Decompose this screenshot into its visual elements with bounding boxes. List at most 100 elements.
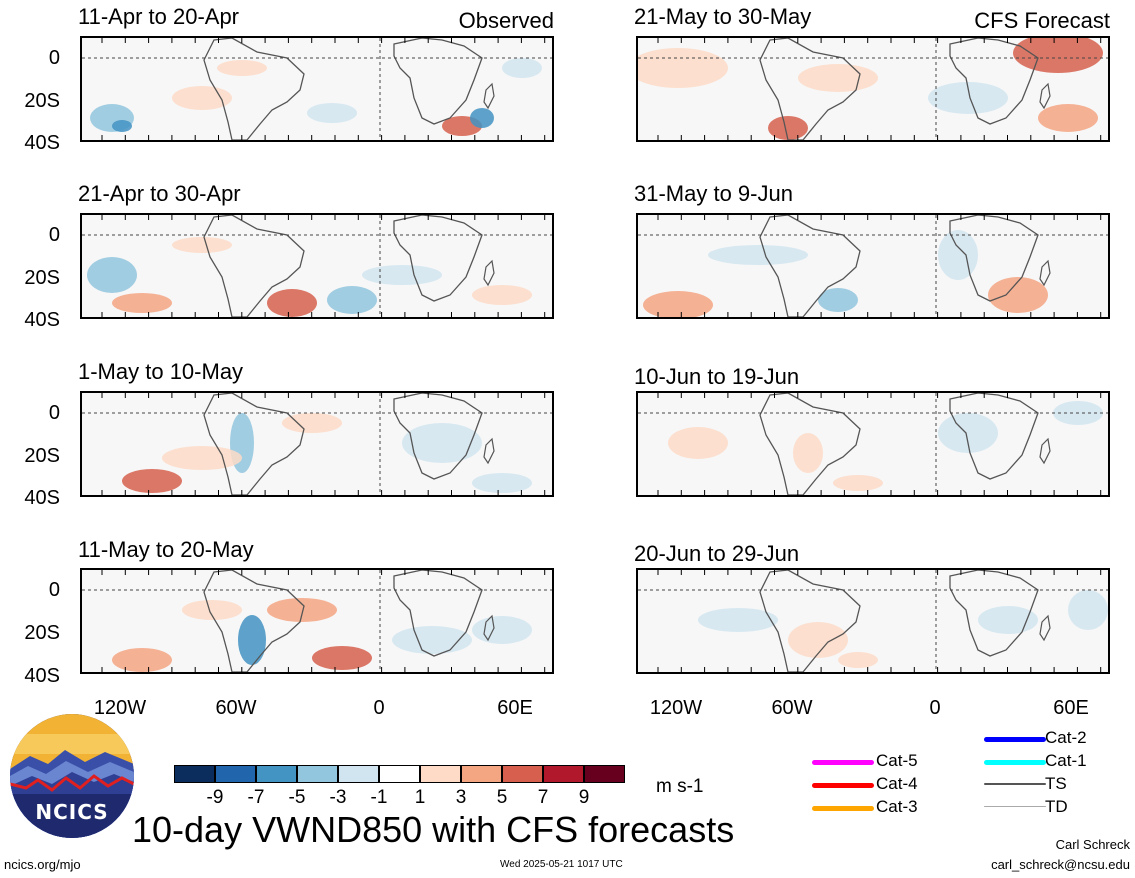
x-label-120w-left: 120W <box>93 697 147 719</box>
colorbar-swatch <box>338 765 379 783</box>
anomaly-region <box>938 230 978 280</box>
anomaly-region <box>978 606 1038 634</box>
south-america-coastline <box>203 215 305 317</box>
colorbar-tick-label: -3 <box>329 787 347 808</box>
anomaly-region <box>788 622 848 658</box>
anomaly-region <box>307 103 357 123</box>
anomaly-region <box>833 475 883 491</box>
legend-line-ts <box>984 783 1046 785</box>
anomaly-region <box>312 646 372 670</box>
y-label-20s-1: 20S <box>24 90 60 112</box>
x-label-60e-left: 60E <box>497 697 533 719</box>
anomaly-region <box>938 413 998 453</box>
panel-title-left-3: 1-May to 10-May <box>78 359 244 384</box>
colorbar-tick-label: -1 <box>370 787 388 808</box>
anomaly-region <box>793 433 823 473</box>
legend-line-cat2 <box>984 737 1046 742</box>
legend-line-cat4 <box>812 783 874 788</box>
anomaly-region <box>327 286 377 314</box>
anomaly-region <box>362 265 442 285</box>
colorbar-swatch <box>215 765 256 783</box>
colorbar-swatch <box>502 765 543 783</box>
observed-label: Observed <box>458 8 554 33</box>
colorbar-swatch <box>543 765 584 783</box>
madagascar-coastline <box>1039 259 1051 287</box>
south-america-coastline <box>203 570 305 672</box>
africa-coastline <box>949 570 1039 657</box>
anomaly-region <box>267 289 317 317</box>
legend-line-cat1 <box>984 760 1046 765</box>
logo-graphic <box>10 714 134 838</box>
colorbar-swatch <box>461 765 502 783</box>
anomaly-region <box>392 626 472 654</box>
map-drawing <box>82 393 552 495</box>
panel-title-right-4: 20-Jun to 29-Jun <box>634 541 800 566</box>
anomaly-region <box>818 288 858 312</box>
anomaly-region <box>87 257 137 293</box>
anomaly-region <box>182 600 242 620</box>
anomaly-region <box>1013 38 1103 73</box>
south-america-coastline <box>759 393 861 495</box>
anomaly-region <box>708 245 808 265</box>
x-label-0-right: 0 <box>929 697 941 719</box>
x-label-60w-right: 60W <box>771 697 813 719</box>
map-drawing <box>638 393 1108 495</box>
forecast-label: CFS Forecast <box>974 8 1110 33</box>
colorbar-tick-label: -9 <box>206 787 224 808</box>
africa-coastline <box>949 215 1039 302</box>
south-america-coastline <box>759 38 861 140</box>
anomaly-region <box>988 277 1048 313</box>
map-drawing <box>638 215 1108 317</box>
map-panel-right-1 <box>636 36 1110 142</box>
map-drawing <box>82 215 552 317</box>
y-label-40s-2: 40S <box>24 309 60 331</box>
anomaly-region <box>928 82 1008 114</box>
colorbar-swatch <box>256 765 297 783</box>
y-label-eq-3: 0 <box>48 402 60 424</box>
logo-text: NCICS <box>35 800 109 824</box>
anomaly-region <box>838 652 878 668</box>
anomaly-region <box>112 120 132 132</box>
anomaly-region <box>472 473 532 493</box>
ncics-logo: NCICS <box>10 714 134 838</box>
legend-label-cat1: Cat-1 <box>1045 751 1087 770</box>
author-email: carl_schreck@ncsu.edu <box>991 857 1130 872</box>
colorbar-tick-label: 5 <box>496 787 508 808</box>
anomaly-region <box>643 291 713 317</box>
madagascar-coastline <box>1039 437 1051 465</box>
legend-line-cat3 <box>812 806 874 811</box>
colorbar-tick-label: 9 <box>578 787 590 808</box>
y-label-20s-3: 20S <box>24 445 60 467</box>
x-label-120w-right: 120W <box>649 697 703 719</box>
panel-title-left-4: 11-May to 20-May <box>78 537 254 562</box>
panel-title-left-1: 11-Apr to 20-Apr <box>78 4 240 29</box>
anomaly-region <box>470 108 494 128</box>
y-label-20s-2: 20S <box>24 267 60 289</box>
madagascar-coastline <box>1039 614 1051 642</box>
legend-label-cat2: Cat-2 <box>1045 728 1087 747</box>
anomaly-region <box>768 116 808 140</box>
anomaly-region <box>402 423 482 463</box>
africa-coastline <box>949 38 1039 125</box>
africa-coastline <box>393 570 483 657</box>
anomaly-region <box>217 60 267 76</box>
panel-title-left-2: 21-Apr to 30-Apr <box>78 181 241 206</box>
africa-coastline <box>393 215 483 302</box>
y-label-eq-4: 0 <box>48 579 60 601</box>
colorbar-tick-label: -7 <box>247 787 265 808</box>
anomaly-region <box>282 413 342 433</box>
panel-title-right-3: 10-Jun to 19-Jun <box>634 364 800 389</box>
y-label-40s-1: 40S <box>24 132 60 154</box>
legend-label-ts: TS <box>1045 774 1067 793</box>
y-label-eq-1: 0 <box>48 47 60 69</box>
madagascar-coastline <box>483 82 495 110</box>
anomaly-region <box>502 58 542 78</box>
madagascar-coastline <box>483 437 495 465</box>
y-label-40s-3: 40S <box>24 487 60 509</box>
south-america-coastline <box>203 38 305 140</box>
anomaly-region <box>112 293 172 313</box>
map-drawing <box>638 570 1108 672</box>
colorbar-units: m s-1 <box>656 776 704 797</box>
legend-label-cat4: Cat-4 <box>876 774 918 793</box>
madagascar-coastline <box>483 259 495 287</box>
